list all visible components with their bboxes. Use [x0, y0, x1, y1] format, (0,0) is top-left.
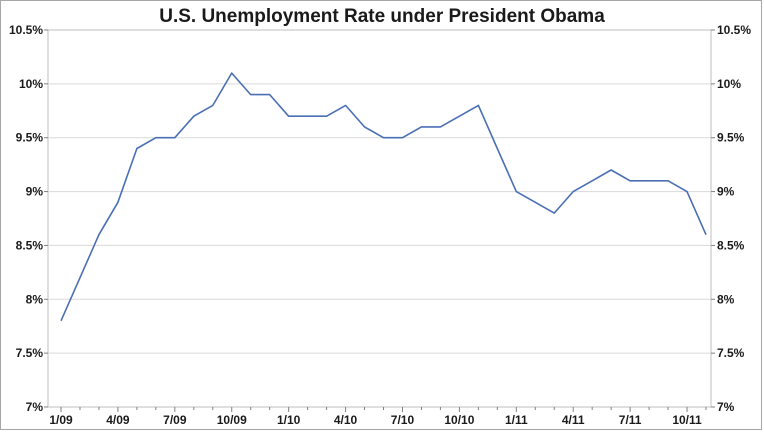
data-point	[515, 190, 517, 192]
y-tick-label-right: 10.5%	[717, 23, 751, 37]
y-tick-label-right: 8%	[717, 292, 735, 306]
x-tick-label: 7/11	[619, 413, 642, 427]
data-point	[212, 104, 214, 106]
data-point	[686, 190, 688, 192]
data-point	[250, 93, 252, 95]
data-point	[155, 137, 157, 139]
data-point	[572, 190, 574, 192]
y-tick-label-left: 7.5%	[16, 346, 44, 360]
data-point	[344, 104, 346, 106]
y-tick-label-left: 7%	[26, 400, 44, 414]
data-point	[174, 137, 176, 139]
series-line	[60, 72, 707, 322]
y-tick-label-right: 7.5%	[717, 346, 745, 360]
y-tick-label-right: 9%	[717, 185, 735, 199]
data-point	[610, 169, 612, 171]
data-point	[363, 126, 365, 128]
x-tick-label: 4/11	[562, 413, 585, 427]
y-tick-label-left: 8.5%	[16, 238, 44, 252]
x-tick-label: 7/10	[391, 413, 415, 427]
data-point	[591, 180, 593, 182]
x-tick-label: 1/09	[49, 413, 73, 427]
x-tick-label: 4/09	[106, 413, 130, 427]
data-point	[268, 93, 270, 95]
data-point	[287, 115, 289, 117]
data-point	[553, 212, 555, 214]
data-point	[477, 104, 479, 106]
y-tick-label-left: 10.5%	[9, 23, 43, 37]
data-point	[79, 277, 81, 279]
data-point	[439, 126, 441, 128]
y-tick-label-right: 10%	[717, 77, 741, 91]
data-point	[117, 201, 119, 203]
data-point	[401, 137, 403, 139]
x-tick-label: 10/09	[217, 413, 247, 427]
y-tick-label-left: 9.5%	[16, 131, 44, 145]
data-point	[648, 180, 650, 182]
chart-title: U.S. Unemployment Rate under President O…	[159, 6, 605, 27]
y-tick-label-left: 9%	[26, 185, 44, 199]
data-point	[496, 147, 498, 149]
data-point	[231, 72, 233, 74]
data-point	[629, 180, 631, 182]
data-point	[325, 115, 327, 117]
x-tick-label: 4/10	[334, 413, 358, 427]
data-point	[306, 115, 308, 117]
y-tick-label-right: 7%	[717, 400, 735, 414]
data-point	[458, 115, 460, 117]
y-tick-label-right: 8.5%	[717, 238, 745, 252]
x-tick-label: 10/11	[672, 413, 702, 427]
plot-area	[47, 29, 712, 408]
x-tick-label: 7/09	[163, 413, 187, 427]
data-point	[193, 115, 195, 117]
data-point	[705, 233, 707, 235]
y-tick-label-right: 9.5%	[717, 131, 745, 145]
data-point	[420, 126, 422, 128]
y-tick-label-left: 8%	[26, 292, 44, 306]
x-tick-label: 10/10	[444, 413, 474, 427]
y-tick-label-left: 10%	[19, 77, 43, 91]
data-point	[136, 147, 138, 149]
x-tick-label: 1/10	[277, 413, 301, 427]
data-point	[534, 201, 536, 203]
data-point	[98, 233, 100, 235]
x-tick-label: 1/11	[505, 413, 528, 427]
data-point	[382, 137, 384, 139]
data-point	[60, 320, 62, 322]
data-point	[667, 180, 669, 182]
